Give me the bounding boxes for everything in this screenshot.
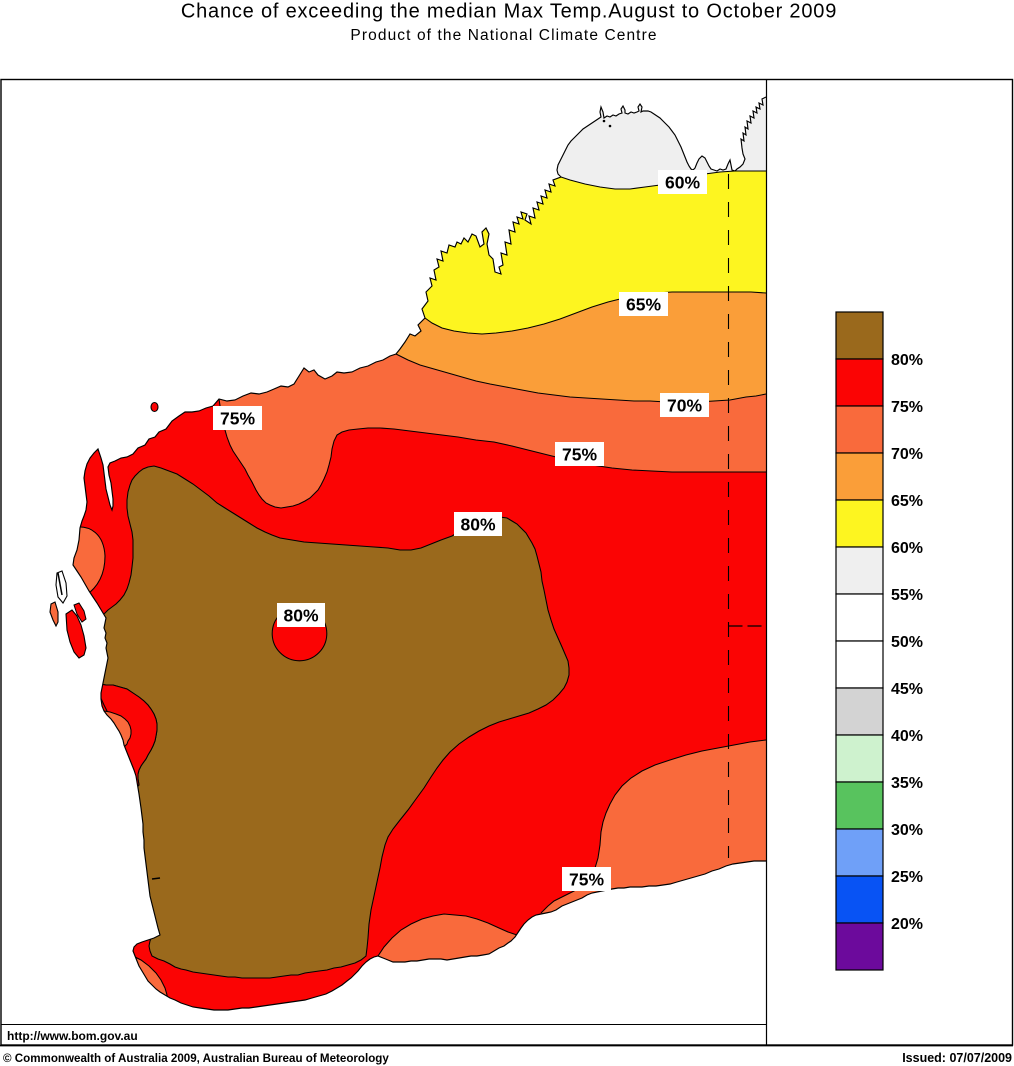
svg-text:70%: 70% bbox=[891, 446, 923, 463]
svg-text:75%: 75% bbox=[569, 870, 604, 890]
svg-text:75%: 75% bbox=[562, 445, 597, 465]
svg-text:25%: 25% bbox=[891, 869, 923, 886]
svg-text:80%: 80% bbox=[460, 515, 495, 535]
svg-text:65%: 65% bbox=[891, 493, 923, 510]
svg-text:50%: 50% bbox=[891, 634, 923, 651]
svg-text:45%: 45% bbox=[891, 681, 923, 698]
svg-text:Chance of exceeding the median: Chance of exceeding the median Max Temp.… bbox=[181, 1, 837, 23]
svg-text:40%: 40% bbox=[891, 728, 923, 745]
svg-text:55%: 55% bbox=[891, 587, 923, 604]
svg-text:60%: 60% bbox=[665, 173, 700, 193]
svg-text:Product of the National Climat: Product of the National Climate Centre bbox=[350, 27, 657, 44]
svg-text:60%: 60% bbox=[891, 540, 923, 557]
svg-text:80%: 80% bbox=[891, 352, 923, 369]
svg-text:20%: 20% bbox=[891, 916, 923, 933]
svg-text:65%: 65% bbox=[626, 295, 661, 315]
svg-text:75%: 75% bbox=[891, 399, 923, 416]
svg-text:30%: 30% bbox=[891, 822, 923, 839]
svg-text:80%: 80% bbox=[283, 606, 318, 626]
svg-text:35%: 35% bbox=[891, 775, 923, 792]
svg-text:© Commonwealth of Australia 20: © Commonwealth of Australia 2009, Austra… bbox=[3, 1052, 389, 1065]
svg-text:75%: 75% bbox=[220, 409, 255, 429]
svg-text:Issued: 07/07/2009: Issued: 07/07/2009 bbox=[902, 1051, 1012, 1065]
svg-text:70%: 70% bbox=[667, 396, 702, 416]
svg-text:http://www.bom.gov.au: http://www.bom.gov.au bbox=[7, 1029, 138, 1043]
